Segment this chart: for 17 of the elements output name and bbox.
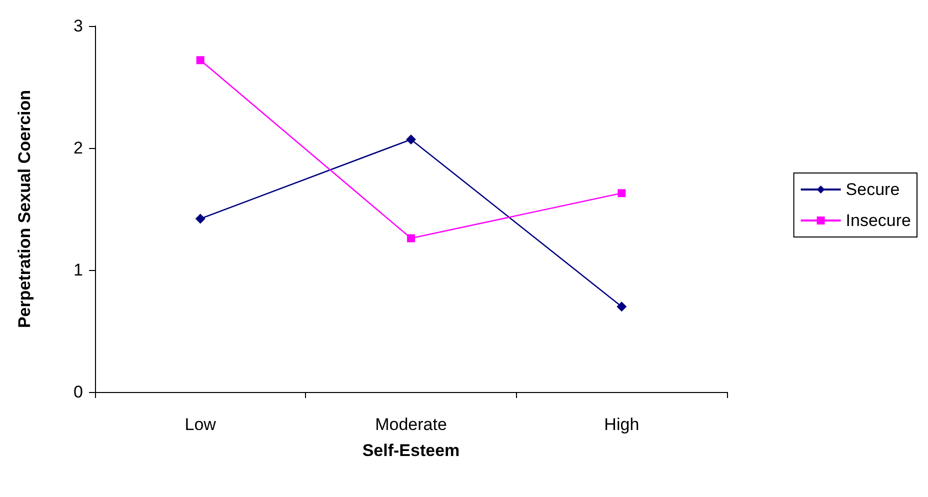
- x-tick-label: Low: [184, 415, 217, 434]
- y-tick-label: 2: [74, 138, 83, 158]
- legend-label: Insecure: [846, 211, 911, 230]
- legend-label: Secure: [846, 180, 900, 199]
- y-axis-title: Perpetration Sexual Coercion: [15, 90, 34, 328]
- x-tick-label: High: [604, 415, 640, 434]
- point: [407, 234, 415, 242]
- y-tick-label: 3: [74, 16, 83, 36]
- point: [618, 189, 626, 198]
- point: [195, 214, 206, 224]
- y-tick-label: 1: [74, 260, 83, 280]
- y-tick-label: 0: [74, 382, 83, 402]
- point: [196, 56, 204, 64]
- point: [616, 302, 627, 312]
- x-axis-title: Self-Esteem: [362, 441, 460, 460]
- point: [406, 134, 416, 144]
- x-tick-label: Moderate: [375, 415, 447, 434]
